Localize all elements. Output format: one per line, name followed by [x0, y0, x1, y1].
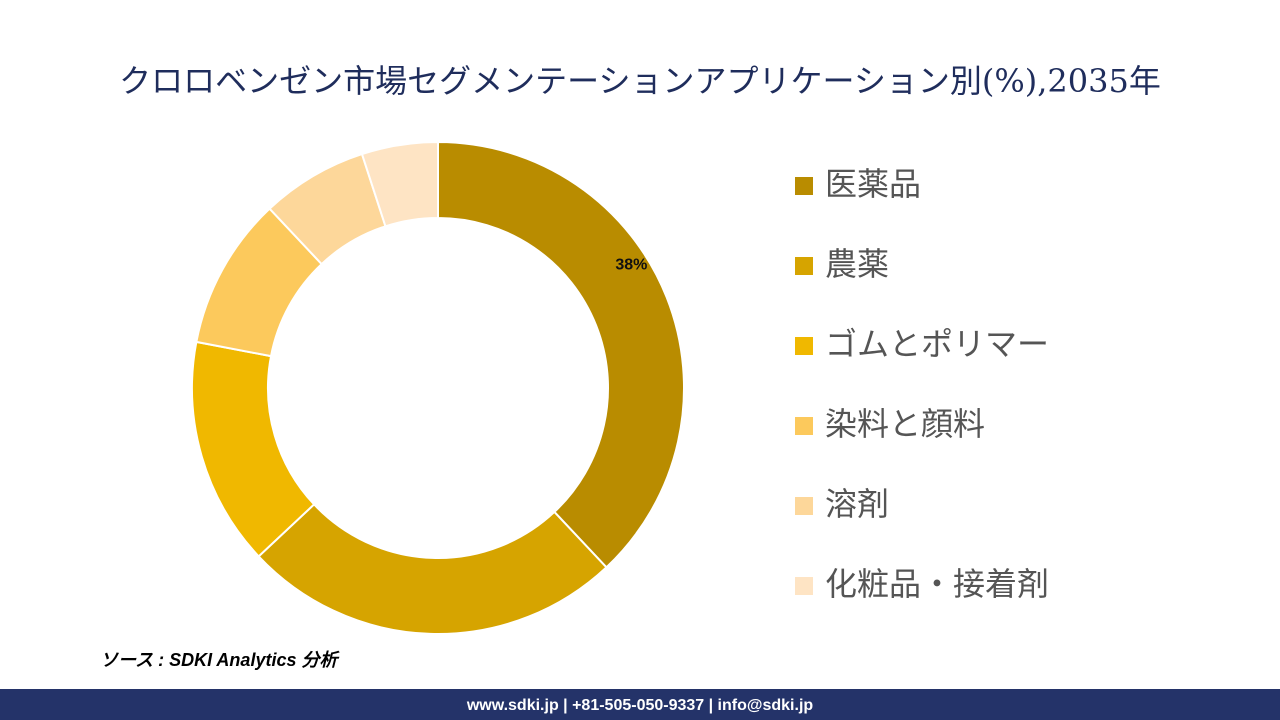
legend-label: 溶剤	[825, 485, 889, 523]
donut-segment	[437, 140, 685, 569]
legend-label: 染料と顔料	[825, 405, 985, 443]
donut-segment	[257, 502, 608, 635]
donut-segment	[360, 140, 439, 228]
legend-swatch	[795, 257, 813, 275]
legend-label: 化粧品・接着剤	[825, 565, 1049, 603]
source: ソース : SDKI Analytics 分析	[100, 650, 340, 670]
legend-swatch	[795, 497, 813, 515]
legend-swatch	[795, 177, 813, 195]
legend-label: 農薬	[825, 245, 889, 283]
legend-label: 医薬品	[825, 165, 921, 203]
legend-label: ゴムとポリマー	[825, 325, 1049, 363]
legend-swatch	[795, 577, 813, 595]
chart-title: クロロベンゼン市場セグメンテーションアプリケーション別(%),2035年	[119, 62, 1161, 100]
footer-bar	[0, 689, 1280, 720]
legend-swatch	[795, 417, 813, 435]
legend-swatch	[795, 337, 813, 355]
value-label: 38%	[615, 257, 647, 274]
footer-text: www.sdki.jp | +81-505-050-9337 | info@sd…	[466, 697, 814, 714]
